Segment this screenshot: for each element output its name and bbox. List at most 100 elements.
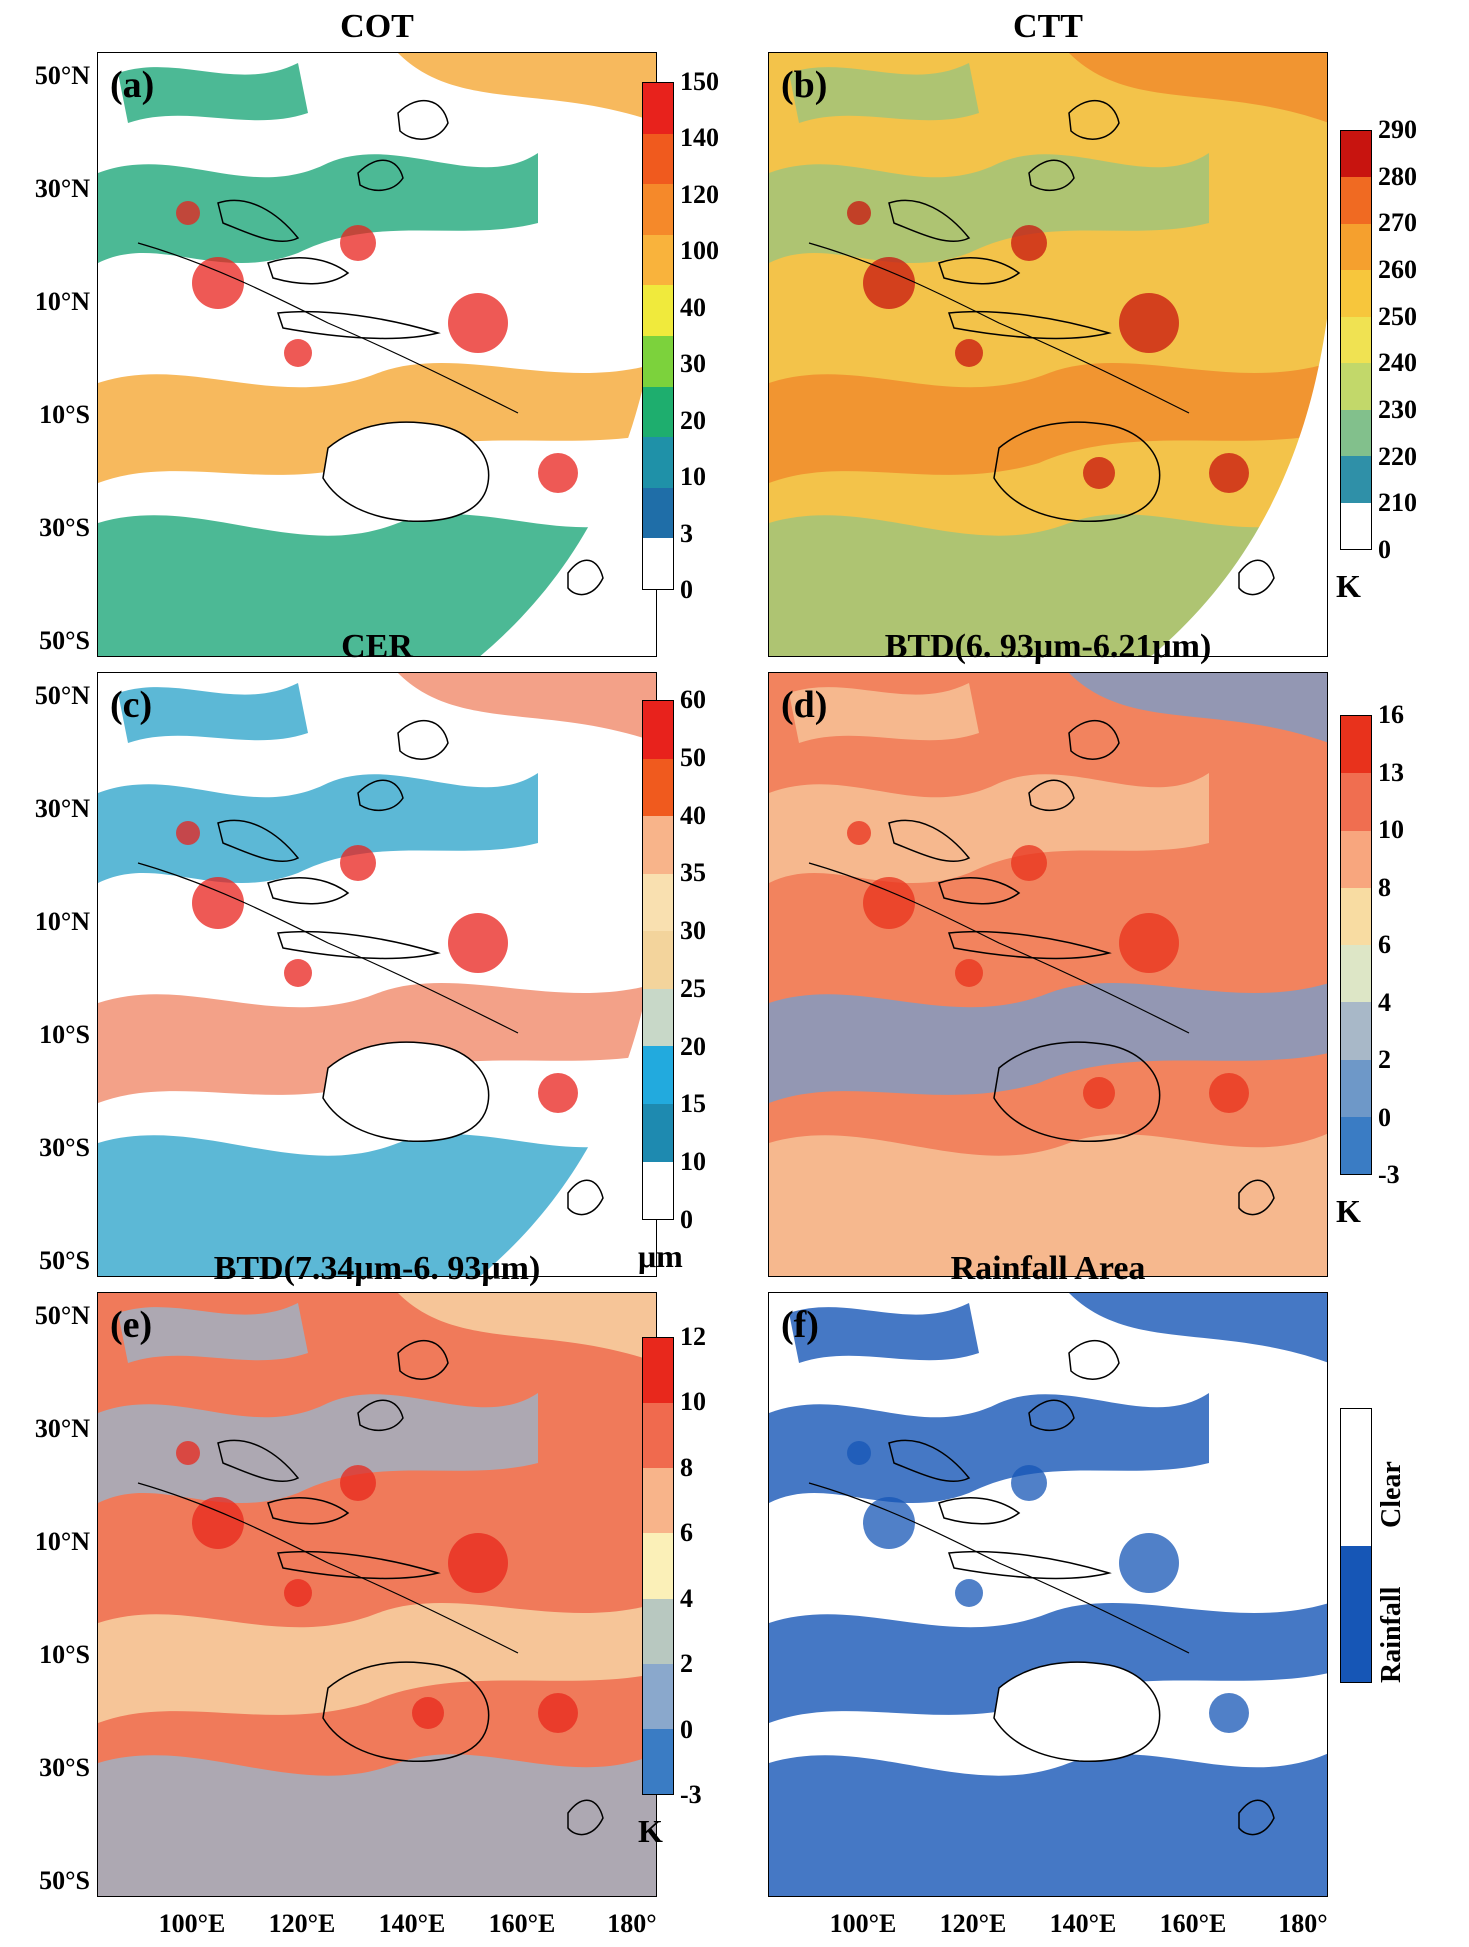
colorbar-tick-label: 20 — [680, 1031, 706, 1061]
colorbar-segment — [1341, 1116, 1371, 1174]
x-tick-label: 140°E — [1049, 1909, 1117, 1938]
panel-title: BTD(6. 93μm-6.21μm) — [884, 628, 1212, 665]
y-tick-label: 30°S — [39, 1753, 90, 1782]
colorbar-segment — [643, 988, 673, 1047]
legend-clear-label: Clear — [1376, 1461, 1407, 1528]
panel-title: CTT — [1013, 8, 1083, 45]
x-tick-label: 100°E — [829, 1909, 897, 1938]
colorbar-segment — [643, 133, 673, 185]
colorbar-segment — [643, 1533, 673, 1599]
map-d: (d) — [768, 672, 1328, 1277]
y-tick-label: 50°N — [34, 61, 90, 90]
colorbar-segment — [1341, 1059, 1371, 1117]
colorbar-segment — [1341, 887, 1371, 945]
colorbar-tick-label: 6 — [680, 1518, 693, 1548]
colorbar-tick-label: 4 — [1378, 987, 1391, 1017]
panel-label: (d) — [781, 684, 828, 726]
colorbar-tick-label: 10 — [680, 1147, 706, 1177]
colorbar-tick-label: 8 — [680, 1452, 693, 1482]
panel-title: CER — [341, 628, 413, 665]
y-tick-label: 50°N — [34, 681, 90, 710]
colorbar-segment — [643, 335, 673, 387]
x-tick-label: 180° — [1278, 1909, 1328, 1938]
colorbar-unit: μm — [638, 1238, 683, 1274]
y-tick-label: 30°S — [39, 1133, 90, 1162]
colorbar-tick-label: 30 — [680, 349, 706, 379]
colorbar-segment — [1341, 270, 1371, 317]
colorbar-segment — [643, 931, 673, 989]
colorbar-tick-label: 220 — [1378, 441, 1417, 471]
colorbar-tick-label: 2 — [680, 1649, 693, 1679]
colorbar-f — [1340, 1408, 1372, 1683]
colorbar-tick-label: 120 — [680, 179, 719, 209]
colorbar-tick-label: 150 — [680, 67, 719, 96]
colorbar-tick-label: -3 — [1378, 1160, 1400, 1189]
colorbar-segment — [643, 538, 673, 589]
colorbar-segment — [643, 234, 673, 286]
colorbar-segment — [643, 1403, 673, 1469]
colorbar-tick-label: 8 — [1378, 872, 1391, 902]
colorbar-segment — [643, 758, 673, 817]
panel-label: (a) — [110, 64, 155, 106]
colorbar-tick-label: 0 — [680, 575, 693, 604]
colorbar-tick-label: 6 — [1378, 930, 1391, 959]
colorbar-segment — [1341, 1002, 1371, 1060]
colorbar-tick-label: 30 — [680, 916, 706, 946]
colorbar-segment — [1341, 223, 1371, 271]
y-tick-label: 10°S — [39, 1020, 90, 1049]
colorbar-segment — [1341, 363, 1371, 410]
colorbar-tick-label: 140 — [680, 123, 719, 153]
colorbar-segment — [643, 1728, 673, 1794]
colorbar-unit: K — [1336, 1193, 1361, 1229]
colorbar-segment — [643, 1338, 673, 1404]
colorbar-segment — [643, 487, 673, 539]
colorbar-tick-label: 0 — [680, 1714, 693, 1744]
colorbar-tick-label: 60 — [680, 685, 706, 714]
colorbar-tick-label: 10 — [680, 462, 706, 492]
colorbar-segment — [643, 873, 673, 932]
panel-label: (c) — [110, 684, 153, 726]
x-tick-label: 100°E — [158, 1909, 226, 1938]
colorbar-segment — [1341, 177, 1371, 224]
y-tick-label: 50°S — [39, 1246, 90, 1275]
colorbar-b — [1340, 130, 1372, 550]
colorbar-tick-label: 3 — [680, 518, 693, 548]
colorbar-tick-label: 210 — [1378, 488, 1417, 518]
map-field — [769, 53, 1327, 656]
colorbar-tick-label: 250 — [1378, 301, 1417, 331]
colorbar-tick-label: 15 — [680, 1089, 706, 1119]
colorbar-segment — [1341, 409, 1371, 457]
colorbar-segment — [1341, 716, 1371, 774]
y-tick-label: 10°N — [34, 907, 90, 936]
colorbar-segment — [1341, 1545, 1371, 1682]
colorbar-tick-label: 16 — [1378, 700, 1404, 729]
map-e: (e) — [97, 1292, 657, 1897]
y-tick-label: 50°S — [39, 626, 90, 655]
colorbar-segment — [1341, 945, 1371, 1003]
colorbar-tick-label: 0 — [680, 1205, 693, 1234]
colorbar-c — [642, 700, 674, 1220]
y-tick-label: 30°N — [34, 174, 90, 203]
panel-label: (b) — [781, 64, 828, 106]
map-field — [769, 1293, 1327, 1896]
y-tick-label: 10°N — [34, 1527, 90, 1556]
map-field — [98, 1293, 656, 1896]
colorbar-segment — [643, 701, 673, 759]
y-tick-label: 10°S — [39, 400, 90, 429]
colorbar-tick-label: 12 — [680, 1322, 706, 1351]
x-tick-label: 140°E — [378, 1909, 446, 1938]
colorbar-segment — [1341, 502, 1371, 549]
y-tick-label: 10°N — [34, 287, 90, 316]
colorbar-segment — [643, 1468, 673, 1534]
colorbar-d — [1340, 715, 1372, 1175]
map-field — [769, 673, 1327, 1276]
panel-title: COT — [340, 8, 414, 45]
map-field — [98, 53, 656, 656]
colorbar-segment — [1341, 773, 1371, 831]
y-tick-label: 30°S — [39, 513, 90, 542]
panel-title: BTD(7.34μm-6. 93μm) — [213, 1250, 541, 1287]
colorbar-segment — [1341, 456, 1371, 503]
map-a: (a) — [97, 52, 657, 657]
colorbar-segment — [1341, 131, 1371, 178]
panel-label: (f) — [781, 1304, 819, 1346]
